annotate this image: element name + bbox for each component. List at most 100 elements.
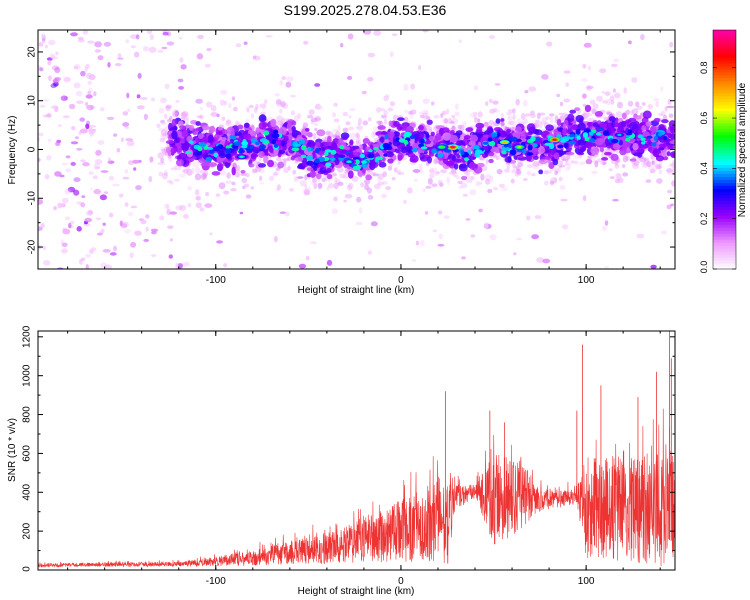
spectrogram-cell bbox=[594, 111, 604, 117]
spectrogram-cell bbox=[355, 126, 364, 130]
spectrogram-cell bbox=[102, 249, 111, 253]
colorbar-cell bbox=[713, 137, 736, 142]
spectrogram-cell bbox=[92, 175, 98, 180]
spectrogram-cell bbox=[647, 164, 652, 170]
spectrogram-cell bbox=[565, 158, 569, 162]
spectrogram-cell bbox=[501, 150, 507, 155]
spectrogram-cell bbox=[425, 133, 430, 138]
spectrogram-cell bbox=[73, 66, 79, 69]
spectrogram-cell bbox=[389, 101, 396, 107]
colorbar-cell bbox=[713, 104, 736, 109]
spectrogram-cell bbox=[411, 148, 418, 153]
spectrogram-cell bbox=[194, 173, 202, 181]
spectrogram-cell bbox=[80, 70, 86, 77]
spectrogram-cell bbox=[235, 120, 240, 126]
colorbar-cell bbox=[713, 242, 736, 246]
spectrogram-cell bbox=[248, 163, 255, 168]
spectrogram-cell bbox=[314, 127, 318, 132]
spectrogram-cell bbox=[258, 163, 266, 168]
colorbar-cell bbox=[713, 101, 736, 106]
spectrogram-cell bbox=[44, 114, 52, 118]
spectrogram-cell bbox=[613, 143, 621, 150]
spectrogram-cell bbox=[311, 177, 317, 183]
spectrogram-cell bbox=[93, 162, 101, 169]
spectrogram-cell bbox=[559, 115, 567, 122]
spectrogram-cell bbox=[241, 141, 249, 146]
spectrogram-cell bbox=[211, 171, 221, 176]
spectrogram-cell bbox=[407, 187, 413, 194]
spectrogram-cell bbox=[85, 254, 91, 258]
spectrogram-cell bbox=[79, 117, 85, 122]
spectrogram-cell bbox=[641, 155, 645, 160]
spectrogram-cell bbox=[664, 106, 668, 112]
spectrogram-cell bbox=[181, 168, 189, 173]
spectrogram-cell bbox=[631, 108, 639, 116]
colorbar-cell bbox=[713, 30, 736, 34]
spectrogram-cell bbox=[311, 180, 316, 186]
spectrogram-cell bbox=[632, 163, 638, 167]
colorbar-cell bbox=[713, 83, 736, 88]
colorbar-cell bbox=[713, 188, 736, 192]
spectrogram-cell bbox=[229, 135, 237, 140]
spectrogram-cell bbox=[391, 177, 396, 181]
spectrogram-cell bbox=[410, 83, 415, 90]
colorbar-cell bbox=[713, 164, 736, 169]
spectrogram-cell bbox=[140, 219, 147, 225]
spectrogram-hot-spot bbox=[347, 160, 352, 163]
spectrogram-cell bbox=[573, 160, 579, 165]
spectrogram-cell bbox=[230, 188, 237, 192]
spectrogram-cell bbox=[397, 152, 404, 160]
spectrogram-cell bbox=[438, 210, 443, 215]
spectrogram-cell bbox=[622, 141, 629, 149]
spectrogram-cell bbox=[585, 86, 592, 90]
spectrogram-cell bbox=[385, 186, 391, 191]
spectrogram-cell bbox=[565, 166, 570, 172]
colorbar-cell bbox=[713, 86, 736, 91]
spectrogram-cell bbox=[188, 140, 194, 144]
spectrogram-cell bbox=[165, 104, 172, 109]
spectrogram-cell bbox=[210, 112, 219, 117]
spectrogram-cell bbox=[671, 159, 675, 167]
spectrogram-cell bbox=[165, 105, 171, 111]
spectrogram-cell bbox=[655, 100, 659, 108]
spectrogram-cell bbox=[38, 226, 43, 232]
spectrogram-cell bbox=[444, 118, 449, 125]
colorbar-tick-label: 0.4 bbox=[699, 162, 709, 175]
spectrogram-cell bbox=[560, 155, 566, 161]
spectrogram-cell bbox=[535, 119, 540, 124]
spectrogram-cell bbox=[84, 66, 89, 72]
spectrogram-cell bbox=[510, 178, 515, 184]
spectrogram-cell bbox=[359, 153, 365, 159]
spectrogram-cell bbox=[614, 160, 619, 166]
spectrogram-cell bbox=[614, 92, 621, 99]
spectrogram-cell bbox=[604, 266, 609, 269]
spectrogram-cell bbox=[628, 122, 638, 130]
colorbar-cell bbox=[713, 116, 736, 121]
colorbar-cell bbox=[713, 173, 736, 177]
spectrogram-cell bbox=[556, 127, 564, 132]
spectrogram-cell bbox=[562, 128, 567, 136]
spectrogram-cell bbox=[464, 157, 469, 162]
spectrogram-cell bbox=[658, 131, 663, 137]
spectrogram-cell bbox=[298, 139, 305, 145]
spectrogram-cell bbox=[531, 173, 536, 177]
spectrogram-cell bbox=[614, 163, 620, 169]
spectrogram-cell bbox=[71, 126, 76, 131]
spectrogram-cell bbox=[531, 234, 539, 240]
spectrogram-cell bbox=[103, 41, 112, 47]
spectrogram-cell bbox=[48, 75, 52, 81]
spectrogram-cell bbox=[488, 35, 496, 39]
spectrogram-cell bbox=[536, 112, 541, 120]
spectrogram-cell bbox=[74, 136, 79, 140]
spectrogram-cell bbox=[316, 173, 322, 180]
spectrogram-cell bbox=[108, 175, 115, 181]
spectrogram-cell bbox=[621, 112, 627, 120]
spectrogram-cell bbox=[606, 110, 612, 115]
spectrogram-cell bbox=[39, 104, 46, 108]
spectrogram-cell bbox=[200, 162, 209, 167]
spectrogram-cell bbox=[454, 111, 460, 117]
y-tick-label: 600 bbox=[22, 445, 33, 462]
spectrogram-cell bbox=[246, 107, 250, 113]
spectrogram-cell bbox=[259, 181, 265, 185]
spectrogram-cell bbox=[389, 163, 394, 167]
